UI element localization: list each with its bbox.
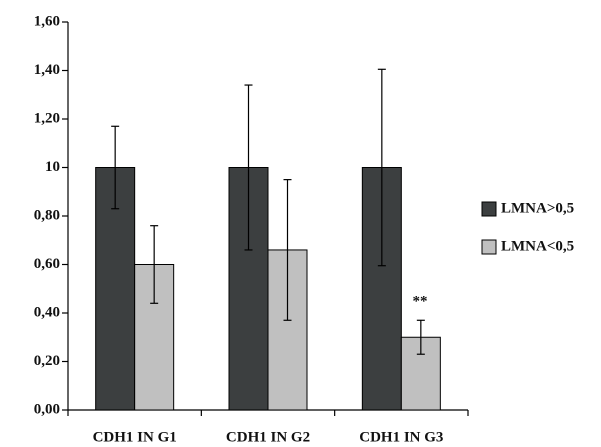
x-tick-label: CDH1 IN G1	[93, 429, 177, 445]
error-bar	[111, 125, 120, 210]
y-tick-label: 1,60	[34, 13, 60, 29]
y-tick-label: 0,40	[34, 304, 60, 320]
error-bar	[283, 179, 292, 321]
error-bar	[416, 319, 425, 355]
y-tick-label: 10	[45, 159, 60, 175]
error-bar	[150, 225, 159, 304]
y-tick-label: 0,60	[34, 256, 60, 272]
error-bar	[377, 68, 386, 267]
y-tick-label: 0,20	[34, 353, 60, 369]
x-tick-label: CDH1 IN G2	[226, 429, 310, 445]
legend-label: LMNA<0,5	[501, 238, 574, 254]
x-tick-label: CDH1 IN G3	[359, 429, 443, 445]
legend-swatch	[481, 201, 497, 217]
y-tick-label: 1,20	[34, 110, 60, 126]
y-tick-label: 0,00	[34, 401, 60, 417]
y-tick-label: 1,40	[34, 62, 60, 78]
legend-label: LMNA>0,5	[501, 200, 574, 216]
y-tick-label: 0,80	[34, 207, 60, 223]
legend-swatch	[481, 239, 497, 255]
annotation: **	[413, 293, 428, 309]
error-bar	[244, 84, 253, 251]
